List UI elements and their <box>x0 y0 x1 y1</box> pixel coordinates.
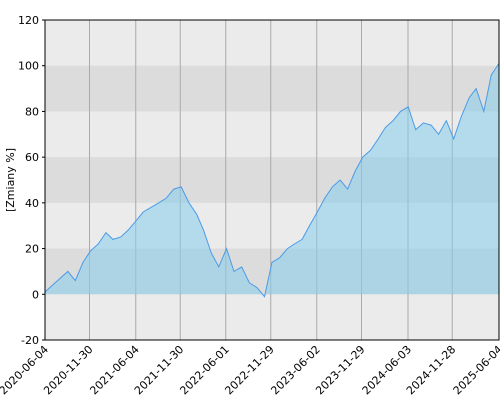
y-tick-label: 40 <box>25 197 39 210</box>
line <box>44 63 500 298</box>
x-tick-label: 2025-06-04 <box>451 343 500 397</box>
area <box>45 63 499 297</box>
plot-frame <box>44 19 500 341</box>
y-tick-label: 120 <box>18 14 39 27</box>
y-tick-label: 20 <box>25 243 39 256</box>
y-tick-label: 100 <box>18 60 39 73</box>
grid-band <box>45 65 499 112</box>
y-tick-label: 60 <box>25 151 39 164</box>
y-tick-label: 80 <box>25 105 39 118</box>
y-tick-label: -20 <box>21 334 39 347</box>
y-axis-label: [Zmiany %] <box>4 148 17 212</box>
y-tick-label: 0 <box>32 288 39 301</box>
